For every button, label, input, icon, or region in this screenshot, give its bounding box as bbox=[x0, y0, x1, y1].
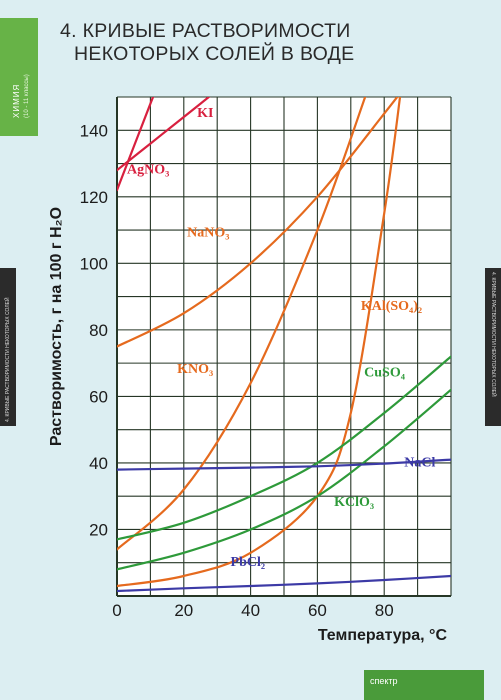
curve-label-ki: KI bbox=[197, 106, 213, 121]
publisher-logo-text: спектр bbox=[370, 676, 398, 686]
curve-label-nacl: NaCl bbox=[404, 455, 435, 470]
curve-label-kclo3: KClO₃ bbox=[334, 495, 374, 510]
x-tick-label: 60 bbox=[308, 601, 327, 620]
y-axis-label: Растворимость, г на 100 г H₂O bbox=[48, 207, 65, 446]
x-tick-label: 20 bbox=[174, 601, 193, 620]
y-tick-label: 40 bbox=[89, 454, 108, 473]
curve-pbcl2 bbox=[117, 574, 451, 593]
curve-label-cuso4: CuSO₄ bbox=[364, 365, 406, 380]
curve-label-kno3: KNO₃ bbox=[177, 362, 213, 377]
curve-kno3 bbox=[117, 97, 367, 551]
title-line-2: НЕКОТОРЫХ СОЛЕЙ В ВОДЕ bbox=[74, 43, 355, 65]
y-tick-label: 100 bbox=[80, 254, 108, 273]
curve-label-agno3: AgNO₃ bbox=[127, 163, 169, 178]
x-axis-label: Температура, °C bbox=[318, 627, 448, 644]
y-tick-label: 120 bbox=[80, 188, 108, 207]
curve-label-kal-so4-2: KAl(SO₄)₂ bbox=[361, 299, 422, 314]
y-tick-label: 20 bbox=[89, 520, 108, 539]
curve-kclo3 bbox=[117, 388, 451, 571]
curve-nacl bbox=[117, 458, 451, 471]
solubility-curves bbox=[117, 97, 451, 593]
subject-tab: ХИМИЯ (10 - 11 классы) bbox=[0, 18, 38, 136]
curve-label-pbcl2: PbCl₂ bbox=[231, 555, 266, 570]
curve-label-nano3: NaNO₃ bbox=[187, 226, 229, 241]
curve-nano3 bbox=[117, 97, 399, 348]
left-side-strip: 4. КРИВЫЕ РАСТВОРИМОСТИ НЕКОТОРЫХ СОЛЕЙ bbox=[0, 268, 16, 426]
curve-cuso4 bbox=[117, 355, 451, 541]
y-tick-label: 80 bbox=[89, 321, 108, 340]
curve-ki bbox=[117, 97, 211, 172]
curve-agno3 bbox=[117, 97, 155, 192]
y-tick-label: 60 bbox=[89, 387, 108, 406]
curve-kal-so4-2 bbox=[117, 97, 402, 588]
right-side-strip: 4. КРИВЫЕ РАСТВОРИМОСТИ НЕКОТОРЫХ СОЛЕЙ bbox=[485, 268, 501, 426]
x-tick-label: 40 bbox=[241, 601, 260, 620]
title-line-1: 4. КРИВЫЕ РАСТВОРИМОСТИ bbox=[60, 20, 351, 42]
x-tick-label: 0 bbox=[112, 601, 121, 620]
page-title: 4. КРИВЫЕ РАСТВОРИМОСТИ НЕКОТОРЫХ СОЛЕЙ … bbox=[60, 20, 354, 66]
x-tick-label: 80 bbox=[375, 601, 394, 620]
publisher-logo: спектр bbox=[364, 670, 484, 700]
y-tick-label: 140 bbox=[80, 121, 108, 140]
